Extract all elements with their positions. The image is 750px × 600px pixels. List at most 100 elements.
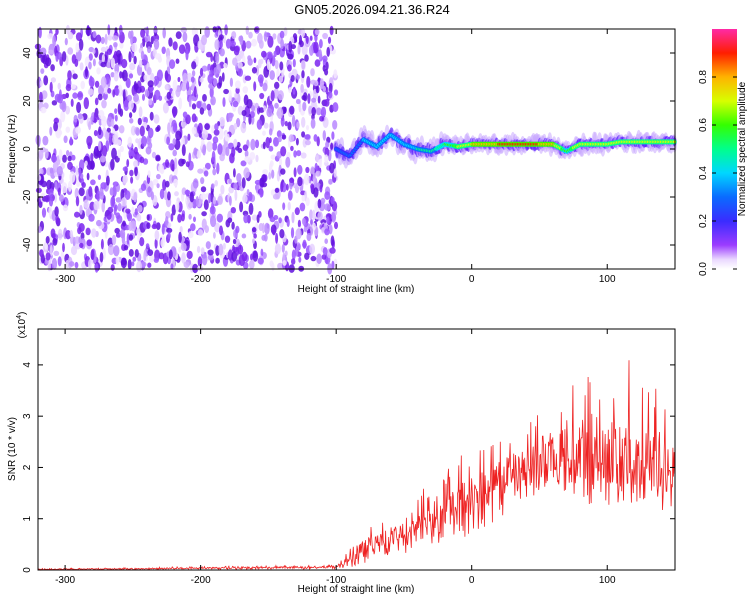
noise-speckle: [329, 25, 334, 36]
noise-speckle: [227, 217, 233, 223]
noise-speckle: [333, 69, 338, 79]
noise-speckle: [44, 259, 49, 265]
noise-speckle: [290, 227, 295, 239]
noise-speckle: [248, 191, 253, 202]
noise-speckle: [65, 24, 70, 35]
noise-speckle: [324, 228, 330, 236]
noise-speckle: [237, 68, 243, 77]
noise-speckle: [259, 77, 264, 88]
noise-speckle: [257, 59, 262, 69]
noise-speckle: [227, 112, 234, 119]
noise-speckle: [251, 38, 257, 47]
noise-speckle: [38, 149, 44, 160]
noise-speckle: [154, 230, 160, 241]
noise-speckle: [71, 154, 76, 161]
noise-speckle: [277, 90, 284, 101]
noise-speckle: [84, 160, 88, 167]
heatmap-noise-region: [34, 24, 339, 275]
noise-speckle: [233, 45, 240, 56]
noise-speckle: [252, 238, 255, 244]
noise-speckle: [200, 186, 207, 193]
noise-speckle: [201, 211, 207, 217]
noise-speckle: [139, 237, 145, 247]
noise-speckle: [193, 147, 198, 156]
noise-speckle: [202, 144, 207, 156]
noise-speckle: [45, 236, 50, 244]
noise-speckle: [181, 252, 186, 264]
noise-speckle: [88, 76, 95, 88]
noise-speckle: [288, 40, 293, 53]
x-tick-label: -200: [191, 575, 211, 586]
noise-speckle: [191, 103, 197, 110]
noise-speckle: [223, 62, 228, 69]
x-tick-label: -100: [326, 575, 346, 586]
noise-speckle: [312, 222, 316, 231]
noise-speckle: [149, 111, 154, 121]
noise-speckle: [51, 258, 58, 270]
noise-speckle: [212, 196, 217, 205]
noise-speckle: [249, 259, 255, 269]
noise-speckle: [300, 152, 307, 159]
noise-speckle: [297, 164, 303, 175]
noise-speckle: [295, 137, 299, 146]
noise-speckle: [188, 95, 192, 108]
colorbar-tick-label: 0.2: [698, 214, 709, 228]
noise-speckle: [123, 99, 130, 112]
noise-speckle: [262, 130, 266, 136]
noise-speckle: [56, 165, 63, 177]
noise-speckle: [257, 257, 264, 265]
noise-speckle: [165, 216, 169, 227]
noise-speckle: [67, 161, 73, 170]
noise-speckle: [318, 158, 322, 169]
noise-speckle: [93, 200, 100, 211]
noise-speckle: [267, 208, 274, 219]
noise-speckle: [284, 250, 288, 257]
noise-speckle: [172, 41, 178, 51]
noise-speckle: [259, 177, 265, 188]
noise-speckle: [128, 100, 134, 111]
noise-speckle: [148, 98, 153, 106]
noise-speckle: [105, 131, 110, 141]
noise-speckle: [310, 218, 313, 226]
noise-speckle: [130, 176, 134, 184]
noise-speckle: [76, 101, 82, 114]
noise-speckle: [85, 66, 88, 78]
noise-speckle: [225, 146, 230, 157]
noise-speckle: [280, 146, 287, 157]
noise-speckle: [201, 129, 209, 140]
noise-speckle: [133, 83, 139, 91]
noise-speckle: [161, 223, 165, 235]
noise-speckle: [316, 107, 322, 116]
noise-speckle: [202, 94, 207, 102]
noise-speckle: [317, 198, 322, 209]
noise-speckle: [39, 91, 43, 103]
noise-speckle: [219, 116, 226, 127]
x-tick-label: 0: [469, 274, 475, 285]
noise-speckle: [83, 97, 90, 110]
noise-speckle: [276, 107, 284, 119]
spectrogram-y-axis-label: Frequency (Hz): [7, 115, 18, 184]
noise-speckle: [254, 179, 262, 185]
noise-speckle: [253, 57, 257, 64]
noise-speckle: [301, 217, 306, 225]
noise-speckle: [162, 179, 167, 192]
noise-speckle: [234, 92, 238, 99]
noise-speckle: [119, 108, 124, 117]
noise-speckle: [88, 61, 92, 70]
snr-x-ticks: -300 -200 -100 0 100: [55, 329, 616, 586]
noise-speckle: [205, 162, 211, 170]
noise-speckle: [209, 86, 214, 99]
noise-speckle: [288, 87, 292, 94]
noise-speckle: [45, 194, 49, 203]
noise-speckle: [319, 78, 324, 89]
noise-speckle: [53, 121, 58, 132]
noise-speckle: [62, 242, 65, 253]
noise-speckle: [268, 171, 272, 180]
noise-speckle: [69, 171, 76, 184]
noise-speckle: [211, 201, 215, 213]
noise-speckle: [101, 99, 107, 109]
x-tick-label: -300: [55, 274, 75, 285]
noise-speckle: [177, 213, 182, 223]
noise-speckle: [178, 97, 183, 110]
noise-speckle: [162, 102, 169, 114]
